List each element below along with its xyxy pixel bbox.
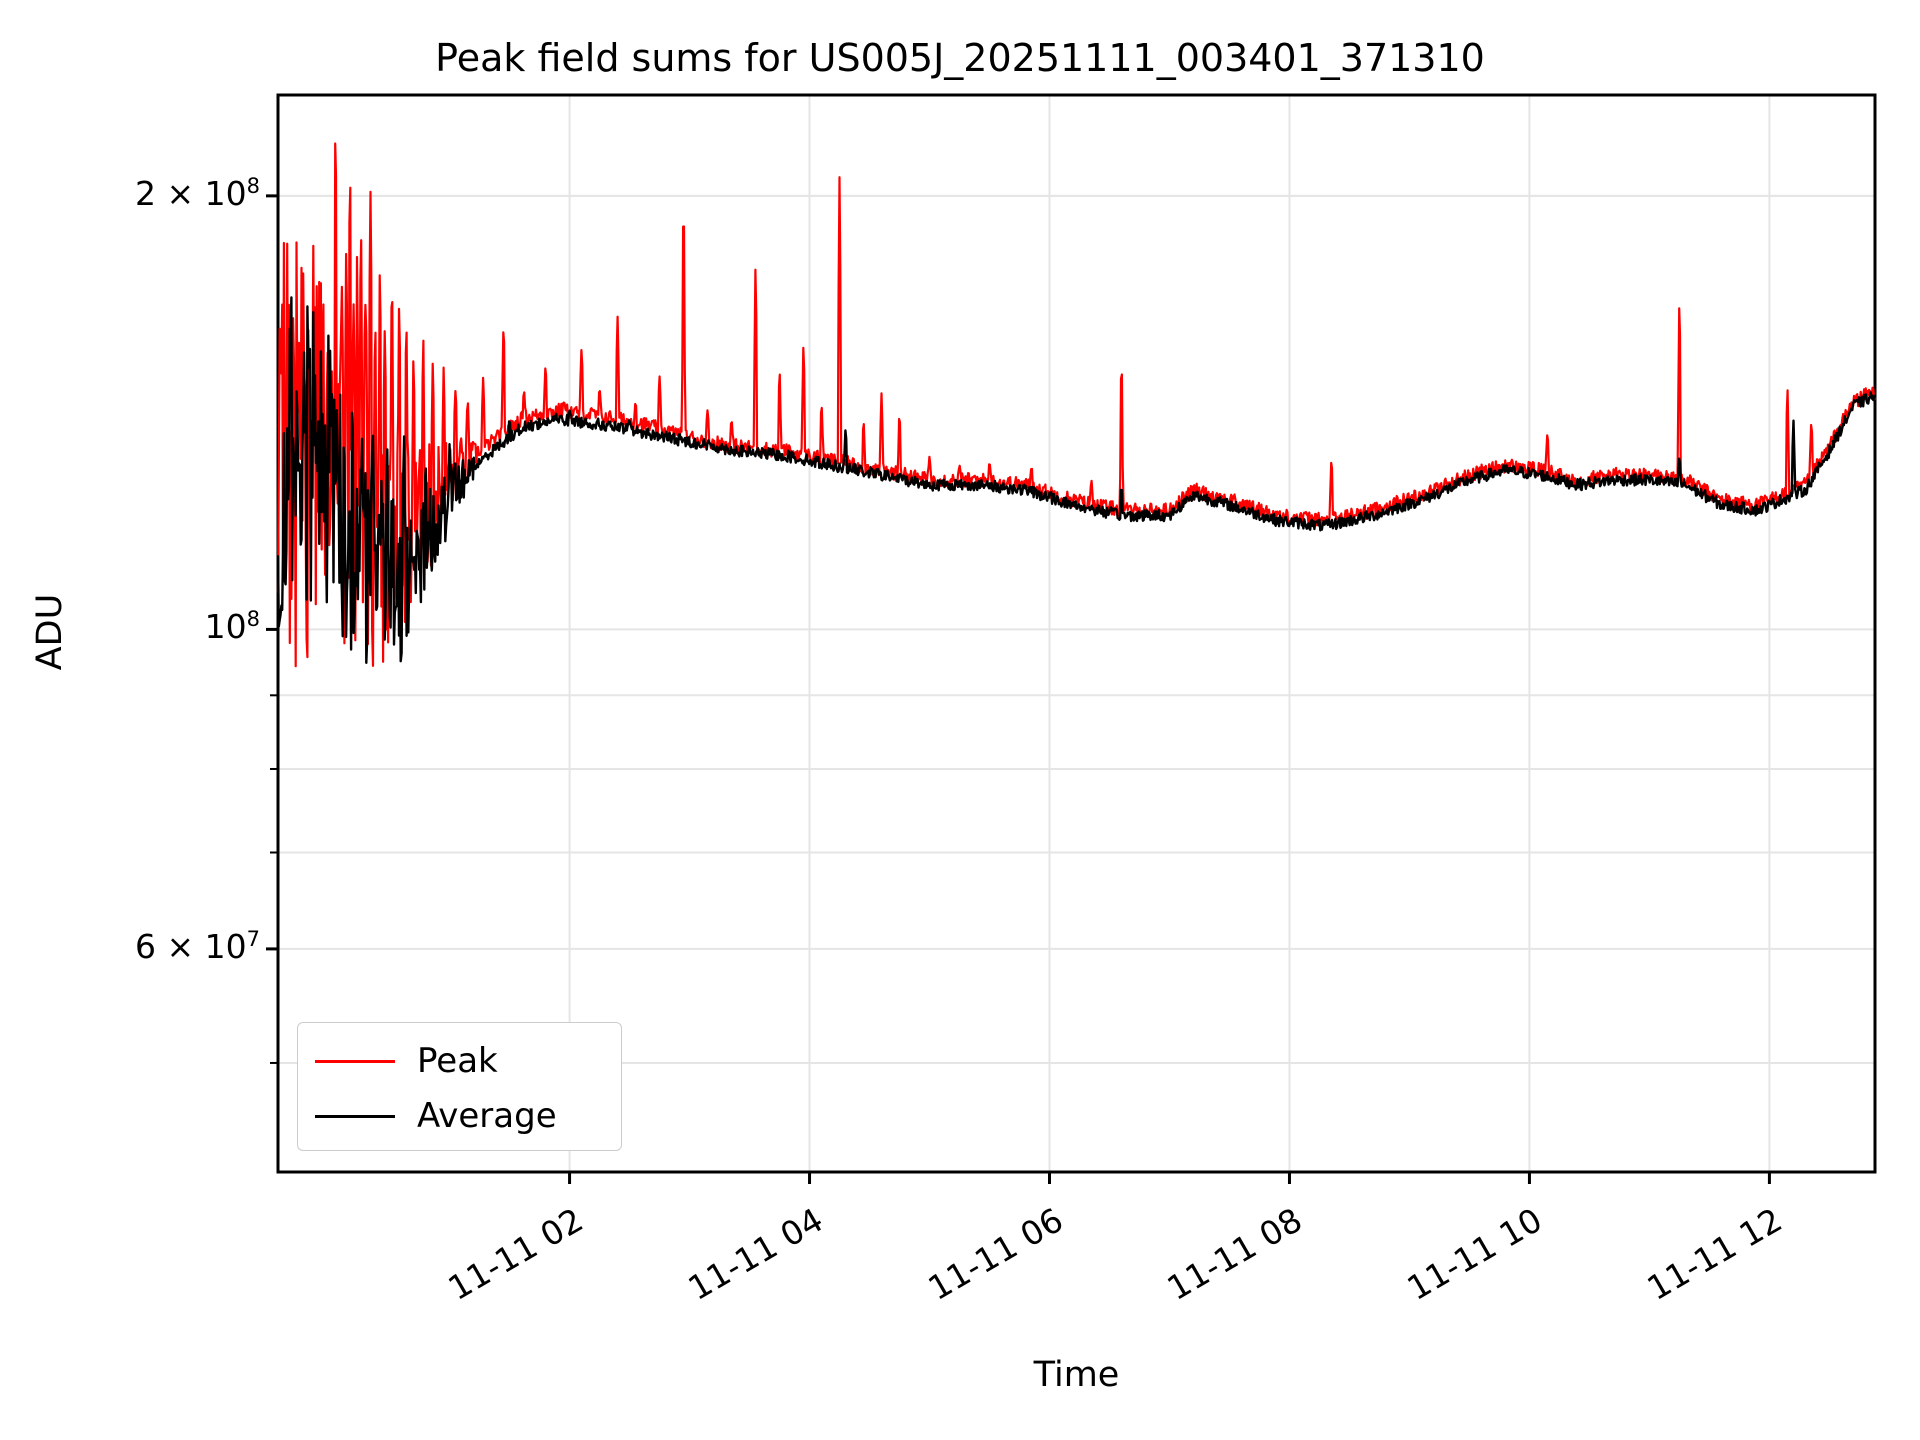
- y-tick-label: 2 × 108: [135, 173, 260, 213]
- legend-label: Average: [417, 1096, 557, 1136]
- y-tick-label: 108: [204, 607, 260, 647]
- series-line-peak: [276, 142, 1877, 668]
- legend[interactable]: Peak Average: [297, 1022, 622, 1151]
- legend-entry-peak[interactable]: Peak: [298, 1037, 623, 1085]
- data-series: [276, 142, 1877, 668]
- legend-entry-average[interactable]: Average: [298, 1092, 623, 1140]
- series-line-average: [276, 296, 1877, 664]
- grid-lines: [278, 95, 1875, 1172]
- y-tick-label: 6 × 107: [135, 926, 260, 966]
- legend-label: Peak: [417, 1041, 498, 1081]
- plot-frame: [276, 93, 1877, 1174]
- chart-title: Peak field sums for US005J_20251111_0034…: [435, 36, 1485, 80]
- legend-swatch-average-icon: [315, 1114, 395, 1118]
- legend-swatch-peak-icon: [315, 1059, 395, 1063]
- x-axis-label: Time: [1033, 1355, 1120, 1395]
